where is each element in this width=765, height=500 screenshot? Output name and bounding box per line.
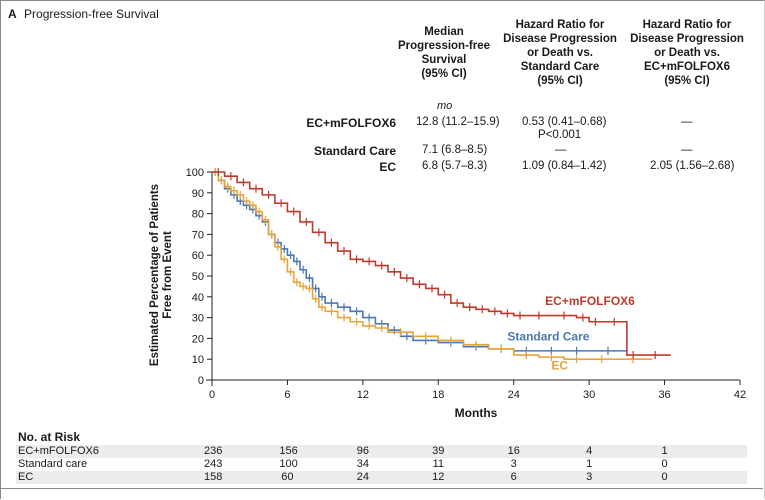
x-tick-label: 30 xyxy=(583,389,595,401)
bottom-divider xyxy=(0,488,763,489)
header-hr-line: (95% CI) xyxy=(664,75,710,87)
risk-row-name: EC+mFOLFOX6 xyxy=(18,445,99,457)
risk-table-title: No. at Risk xyxy=(18,430,81,444)
x-tick-label: 0 xyxy=(209,389,215,401)
risk-value: 1 xyxy=(586,458,593,470)
x-tick-label: 24 xyxy=(508,389,520,401)
risk-value: 3 xyxy=(586,471,593,483)
x-tick-label: 18 xyxy=(432,389,444,401)
y-tick-label: 90 xyxy=(192,188,204,200)
unit-label: mo xyxy=(437,100,453,112)
x-axis-label: Months xyxy=(455,406,498,420)
header-hr-line: (95% CI) xyxy=(537,75,583,87)
y-tick-label: 60 xyxy=(192,250,204,262)
header-hr-line: or Death vs. xyxy=(654,47,720,59)
ec_mfolfox6-curve xyxy=(212,171,671,356)
risk-row: Standard care 243 100 34 11 3 1 0 xyxy=(16,458,747,471)
header-hr-line: Disease Progression xyxy=(630,33,744,45)
standard_care-curve xyxy=(212,171,627,352)
y-tick-label: 70 xyxy=(192,229,204,241)
risk-row: EC+mFOLFOX6 236 156 96 39 16 4 1 xyxy=(16,445,747,458)
y-tick-label: 40 xyxy=(192,292,204,304)
hr-sc-ec: 1.09 (0.84–1.42) xyxy=(522,160,607,172)
risk-value: 0 xyxy=(661,471,668,483)
median-standard-care: 7.1 (6.8–8.5) xyxy=(422,144,488,156)
risk-value: 158 xyxy=(204,471,223,483)
median-ec: 6.8 (5.7–8.3) xyxy=(422,160,488,172)
risk-value: 100 xyxy=(279,458,298,470)
y-tick-label: 80 xyxy=(192,209,204,221)
header-hr-line: or Death vs. xyxy=(527,47,593,59)
risk-value: 60 xyxy=(281,471,294,483)
header-hr-standard: Hazard Ratio for Disease Progression or … xyxy=(500,18,620,88)
x-tick-label: 42 xyxy=(734,389,746,401)
x-tick-label: 12 xyxy=(357,389,369,401)
risk-row-name: EC xyxy=(18,471,34,483)
row-label-ec: EC xyxy=(379,160,396,174)
risk-value: 243 xyxy=(204,458,223,470)
risk-value: 1 xyxy=(661,445,668,457)
header-hr-line: Standard Care xyxy=(520,61,600,73)
risk-row-name: Standard care xyxy=(18,458,88,470)
header-hr-ec: Hazard Ratio for Disease Progression or … xyxy=(626,18,748,88)
hr-ec-ec: 2.05 (1.56–2.68) xyxy=(650,160,735,172)
row-label-standard-care: Standard Care xyxy=(313,144,396,158)
y-tick-label: 30 xyxy=(192,313,204,325)
header-median-line: Median xyxy=(424,26,464,38)
risk-value: 24 xyxy=(356,471,369,483)
hr-ec-standard-care: — xyxy=(681,144,693,156)
x-tick-label: 36 xyxy=(658,389,670,401)
panel-title: A Progression-free Survival xyxy=(8,7,159,21)
risk-row: EC 158 60 24 12 6 3 0 xyxy=(16,471,747,484)
x-tick-label: 6 xyxy=(284,389,290,401)
header-median: Median Progression-free Survival (95% CI… xyxy=(392,25,496,81)
risk-value: 96 xyxy=(356,445,369,457)
risk-value: 0 xyxy=(661,458,668,470)
header-median-line: Survival xyxy=(421,54,467,66)
risk-value: 34 xyxy=(356,458,369,470)
row-label-ec-mfolfox6: EC+mFOLFOX6 xyxy=(306,116,396,130)
hr-sc-standard-care: — xyxy=(555,144,567,156)
risk-value: 16 xyxy=(507,445,520,457)
ec-series-label: EC xyxy=(551,359,568,373)
risk-value: 3 xyxy=(510,458,517,470)
risk-value: 4 xyxy=(586,445,593,457)
header-hr-line: EC+mFOLFOX6 xyxy=(644,61,730,73)
hr-ec-ec-mfolfox6: — xyxy=(681,116,693,128)
y-tick-label: 10 xyxy=(192,354,204,366)
y-tick-label: 20 xyxy=(192,333,204,345)
risk-value: 11 xyxy=(432,458,444,470)
risk-value: 156 xyxy=(279,445,298,457)
median-ec-mfolfox6: 12.8 (11.2–15.9) xyxy=(416,116,500,128)
risk-value: 12 xyxy=(432,471,445,483)
y-tick-label: 50 xyxy=(192,271,204,283)
header-hr-line: Disease Progression xyxy=(503,33,617,45)
ec_mfolfox6-series-label: EC+mFOLFOX6 xyxy=(545,294,635,308)
y-tick-label: 100 xyxy=(186,167,204,179)
hr-sc-ec-mfolfox6: 0.53 (0.41–0.68) xyxy=(522,116,607,128)
p-value-ec-mfolfox6: P<0.001 xyxy=(538,129,582,141)
header-hr-line: Hazard Ratio for xyxy=(642,19,732,31)
header-hr-line: Hazard Ratio for xyxy=(515,19,605,31)
standard_care-series-label: Standard Care xyxy=(507,329,589,343)
risk-value: 39 xyxy=(432,445,445,457)
panel-title-text: Progression-free Survival xyxy=(24,7,159,21)
risk-value: 6 xyxy=(510,471,517,483)
header-median-line: (95% CI) xyxy=(421,68,467,80)
y-tick-label: 0 xyxy=(198,375,204,387)
panel-letter: A xyxy=(8,7,17,21)
risk-value: 236 xyxy=(204,445,223,457)
header-median-line: Progression-free xyxy=(397,40,491,52)
